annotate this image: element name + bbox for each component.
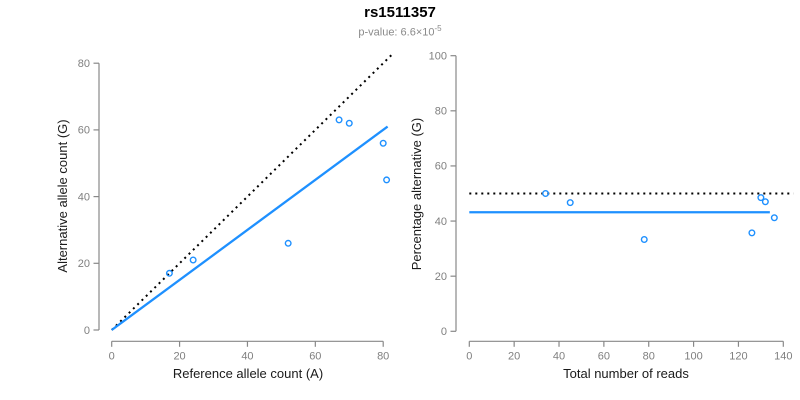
data-point: [770, 214, 778, 222]
data-point: [761, 198, 769, 206]
right-y-axis-title: Percentage alternative (G): [409, 118, 424, 270]
x-tick-label: 40: [553, 350, 565, 362]
x-tick-label: 80: [643, 350, 655, 362]
x-tick-label: 100: [684, 350, 702, 362]
identity-line: [110, 54, 393, 331]
fit-line: [111, 125, 389, 331]
y-tick-label: 0: [441, 326, 447, 338]
left-plot-layer: 0 20 40 60 80 0 20 40 60 80: [78, 54, 393, 362]
data-point: [640, 236, 648, 244]
x-tick-label: 80: [377, 350, 389, 362]
x-tick-label: 60: [309, 350, 321, 362]
x-tick-label: 60: [598, 350, 610, 362]
data-point: [383, 176, 391, 184]
y-tick-label: 0: [84, 325, 90, 337]
percentage-plot: Total number of reads Percentage alterna…: [409, 51, 794, 381]
y-tick-label: 100: [429, 51, 447, 63]
data-point: [757, 194, 765, 202]
data-point: [189, 256, 197, 264]
left-y-axis-title: Alternative allele count (G): [55, 119, 70, 272]
right-plot-layer: 0 20 40 60 80 100 120 140 0 20 40 60 80 100: [429, 51, 794, 362]
x-tick-label: 0: [466, 350, 472, 362]
allele-count-plot: Reference allele count (A) Alternative a…: [55, 54, 393, 381]
y-tick-label: 80: [435, 106, 447, 118]
x-tick-label: 0: [109, 350, 115, 362]
data-point: [165, 269, 173, 277]
y-tick-label: 80: [78, 58, 90, 70]
left-x-axis-title: Reference allele count (A): [173, 366, 323, 381]
x-tick-label: 20: [508, 350, 520, 362]
y-tick-label: 20: [78, 258, 90, 270]
data-point: [748, 229, 756, 237]
x-tick-label: 120: [729, 350, 747, 362]
y-tick-label: 40: [435, 216, 447, 228]
y-tick-label: 20: [435, 271, 447, 283]
data-point: [335, 116, 343, 124]
y-tick-label: 40: [78, 191, 90, 203]
y-tick-label: 60: [78, 125, 90, 137]
x-tick-label: 140: [774, 350, 792, 362]
x-tick-label: 20: [173, 350, 185, 362]
data-point: [284, 239, 292, 247]
right-x-axis-title: Total number of reads: [563, 366, 689, 381]
data-point: [566, 199, 574, 207]
data-point: [345, 119, 353, 127]
data-point: [542, 189, 550, 197]
y-tick-label: 60: [435, 161, 447, 173]
x-tick-label: 40: [241, 350, 253, 362]
data-point: [379, 139, 387, 147]
